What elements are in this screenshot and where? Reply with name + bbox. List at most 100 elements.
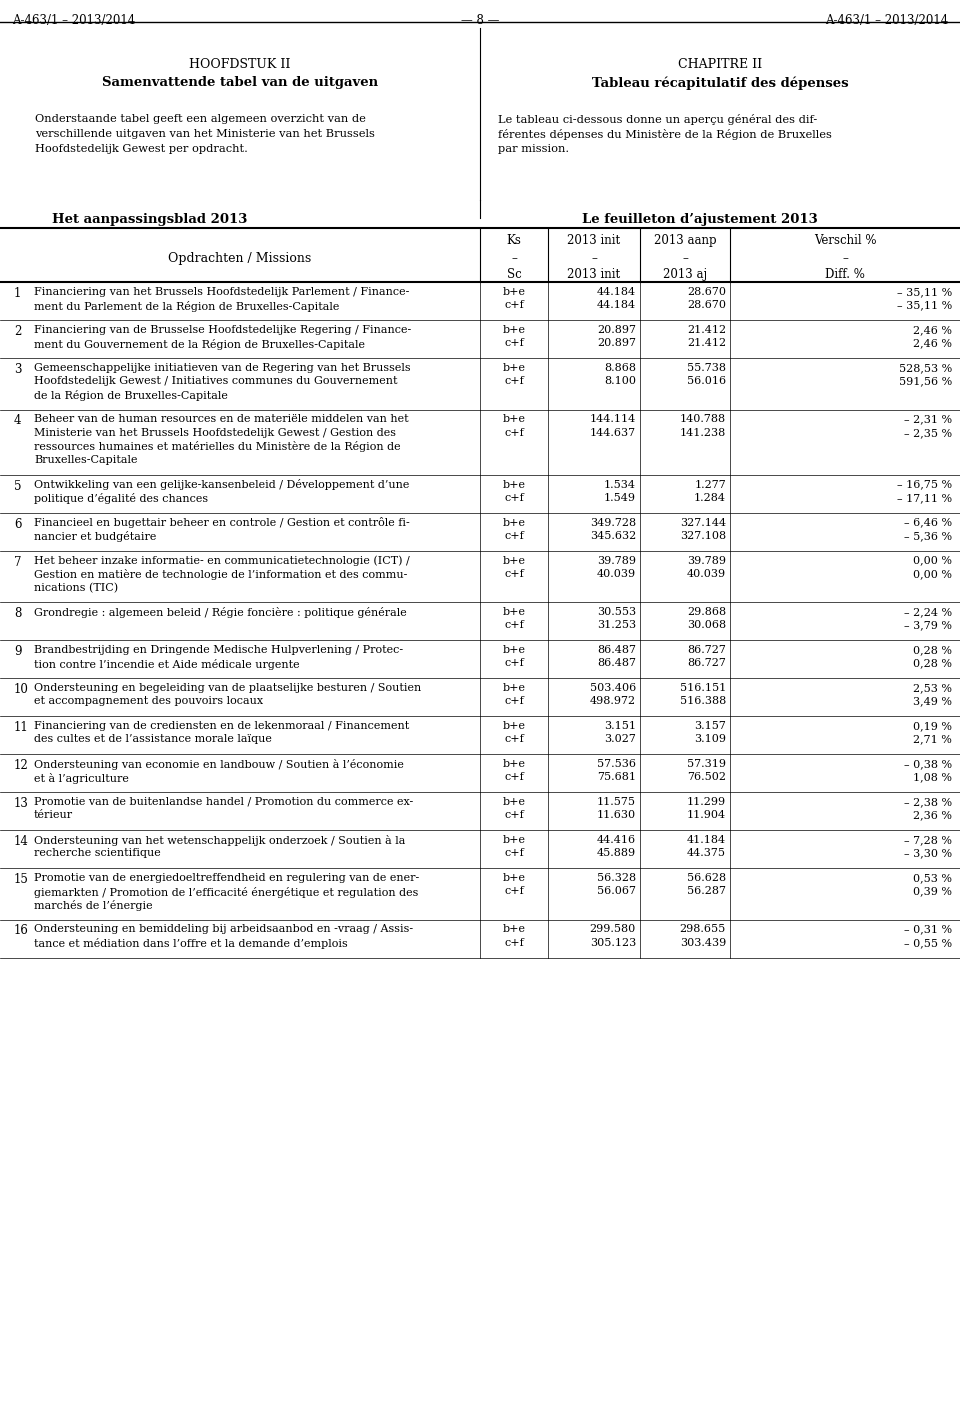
Text: b+e: b+e: [502, 797, 525, 807]
Text: Financiering van de Brusselse Hoofdstedelijke Regering / Finance-: Financiering van de Brusselse Hoofdstede…: [34, 324, 411, 334]
Text: 86.727: 86.727: [687, 645, 726, 655]
Text: – 2,31 %: – 2,31 %: [904, 414, 952, 424]
Text: Sc: Sc: [507, 268, 521, 280]
Text: Gemeenschappelijke initiatieven van de Regering van het Brussels: Gemeenschappelijke initiatieven van de R…: [34, 363, 411, 373]
Text: 13: 13: [14, 797, 29, 810]
Text: – 16,75 %: – 16,75 %: [897, 480, 952, 490]
Text: nancier et budgétaire: nancier et budgétaire: [34, 531, 156, 542]
Text: 86.487: 86.487: [597, 645, 636, 655]
Text: c+f: c+f: [504, 659, 524, 669]
Text: 2,71 %: 2,71 %: [913, 734, 952, 744]
Text: 144.637: 144.637: [589, 428, 636, 438]
Text: Het beheer inzake informatie- en communicatietechnologie (ICT) /: Het beheer inzake informatie- en communi…: [34, 555, 410, 566]
Text: 9: 9: [14, 645, 21, 657]
Text: 56.067: 56.067: [597, 887, 636, 896]
Text: 56.328: 56.328: [597, 872, 636, 884]
Text: nications (TIC): nications (TIC): [34, 582, 118, 593]
Text: HOOFDSTUK II: HOOFDSTUK II: [189, 58, 291, 71]
Text: c+f: c+f: [504, 696, 524, 706]
Text: 0,00 %: 0,00 %: [913, 569, 952, 579]
Text: 45.889: 45.889: [597, 848, 636, 858]
Text: 56.287: 56.287: [687, 887, 726, 896]
Text: b+e: b+e: [502, 835, 525, 845]
Text: ment du Parlement de la Région de Bruxelles-Capitale: ment du Parlement de la Région de Bruxel…: [34, 300, 340, 312]
Text: 31.253: 31.253: [597, 620, 636, 630]
Text: 3.027: 3.027: [604, 734, 636, 744]
Text: –: –: [842, 252, 848, 265]
Text: 11.904: 11.904: [686, 811, 726, 821]
Text: b+e: b+e: [502, 518, 525, 528]
Text: 345.632: 345.632: [589, 531, 636, 541]
Text: 12: 12: [14, 758, 29, 773]
Text: 44.416: 44.416: [597, 835, 636, 845]
Text: – 6,46 %: – 6,46 %: [904, 518, 952, 528]
Text: Financiering van het Brussels Hoofdstedelijk Parlement / Finance-: Financiering van het Brussels Hoofdstede…: [34, 287, 409, 297]
Text: 2,46 %: 2,46 %: [913, 339, 952, 349]
Text: 75.681: 75.681: [597, 773, 636, 783]
Text: par mission.: par mission.: [498, 144, 569, 154]
Text: 498.972: 498.972: [589, 696, 636, 706]
Text: 86.727: 86.727: [687, 659, 726, 669]
Text: 1,08 %: 1,08 %: [913, 773, 952, 783]
Text: –: –: [591, 252, 597, 265]
Text: 0,53 %: 0,53 %: [913, 872, 952, 884]
Text: Opdrachten / Missions: Opdrachten / Missions: [168, 252, 312, 265]
Text: c+f: c+f: [504, 531, 524, 541]
Text: – 35,11 %: – 35,11 %: [897, 300, 952, 310]
Text: 1.549: 1.549: [604, 492, 636, 502]
Text: b+e: b+e: [502, 414, 525, 424]
Text: 21.412: 21.412: [686, 324, 726, 334]
Text: 7: 7: [14, 555, 21, 569]
Text: Financiering van de crediensten en de lekenmoraal / Financement: Financiering van de crediensten en de le…: [34, 721, 409, 731]
Text: Ondersteuning en begeleiding van de plaatselijke besturen / Soutien: Ondersteuning en begeleiding van de plaa…: [34, 683, 421, 693]
Text: 11.575: 11.575: [597, 797, 636, 807]
Text: – 0,38 %: – 0,38 %: [904, 758, 952, 768]
Text: 0,39 %: 0,39 %: [913, 887, 952, 896]
Text: c+f: c+f: [504, 620, 524, 630]
Text: Tableau récapitulatif des dépenses: Tableau récapitulatif des dépenses: [591, 75, 849, 90]
Text: 1.534: 1.534: [604, 480, 636, 490]
Text: 591,56 %: 591,56 %: [899, 377, 952, 387]
Text: c+f: c+f: [504, 773, 524, 783]
Text: ment du Gouvernement de la Région de Bruxelles-Capitale: ment du Gouvernement de la Région de Bru…: [34, 339, 365, 350]
Text: – 2,35 %: – 2,35 %: [904, 428, 952, 438]
Text: Gestion en matière de technologie de l’information et des commu-: Gestion en matière de technologie de l’i…: [34, 569, 407, 581]
Text: 327.144: 327.144: [680, 518, 726, 528]
Text: 44.375: 44.375: [687, 848, 726, 858]
Text: 2: 2: [14, 324, 21, 339]
Text: Le feuilleton d’ajustement 2013: Le feuilleton d’ajustement 2013: [582, 213, 818, 226]
Text: b+e: b+e: [502, 758, 525, 768]
Text: 298.655: 298.655: [680, 925, 726, 935]
Text: c+f: c+f: [504, 569, 524, 579]
Text: 8: 8: [14, 608, 21, 620]
Text: 299.580: 299.580: [589, 925, 636, 935]
Text: 4: 4: [14, 414, 21, 427]
Text: marchés de l’énergie: marchés de l’énergie: [34, 899, 153, 911]
Text: b+e: b+e: [502, 363, 525, 373]
Text: 44.184: 44.184: [597, 300, 636, 310]
Text: Diff. %: Diff. %: [825, 268, 865, 280]
Text: térieur: térieur: [34, 811, 73, 821]
Text: 6: 6: [14, 518, 21, 531]
Text: et à l’agriculture: et à l’agriculture: [34, 773, 129, 784]
Text: 3,49 %: 3,49 %: [913, 696, 952, 706]
Text: 86.487: 86.487: [597, 659, 636, 669]
Text: 3.151: 3.151: [604, 721, 636, 731]
Text: 2013 init: 2013 init: [567, 233, 620, 248]
Text: Grondregie : algemeen beleid / Régie foncière : politique générale: Grondregie : algemeen beleid / Régie fon…: [34, 608, 407, 618]
Text: Verschil %: Verschil %: [814, 233, 876, 248]
Text: 57.536: 57.536: [597, 758, 636, 768]
Text: 40.039: 40.039: [686, 569, 726, 579]
Text: Financieel en bugettair beheer en controle / Gestion et contrôle fi-: Financieel en bugettair beheer en contro…: [34, 518, 410, 528]
Text: férentes dépenses du Ministère de la Région de Bruxelles: férentes dépenses du Ministère de la Rég…: [498, 129, 832, 139]
Text: 11.630: 11.630: [597, 811, 636, 821]
Text: 349.728: 349.728: [589, 518, 636, 528]
Text: tance et médiation dans l’offre et la demande d’emplois: tance et médiation dans l’offre et la de…: [34, 938, 348, 949]
Text: 0,19 %: 0,19 %: [913, 721, 952, 731]
Text: b+e: b+e: [502, 683, 525, 693]
Text: – 5,36 %: – 5,36 %: [904, 531, 952, 541]
Text: b+e: b+e: [502, 480, 525, 490]
Text: verschillende uitgaven van het Ministerie van het Brussels: verschillende uitgaven van het Ministeri…: [35, 129, 374, 139]
Text: 39.789: 39.789: [597, 555, 636, 565]
Text: 0,00 %: 0,00 %: [913, 555, 952, 565]
